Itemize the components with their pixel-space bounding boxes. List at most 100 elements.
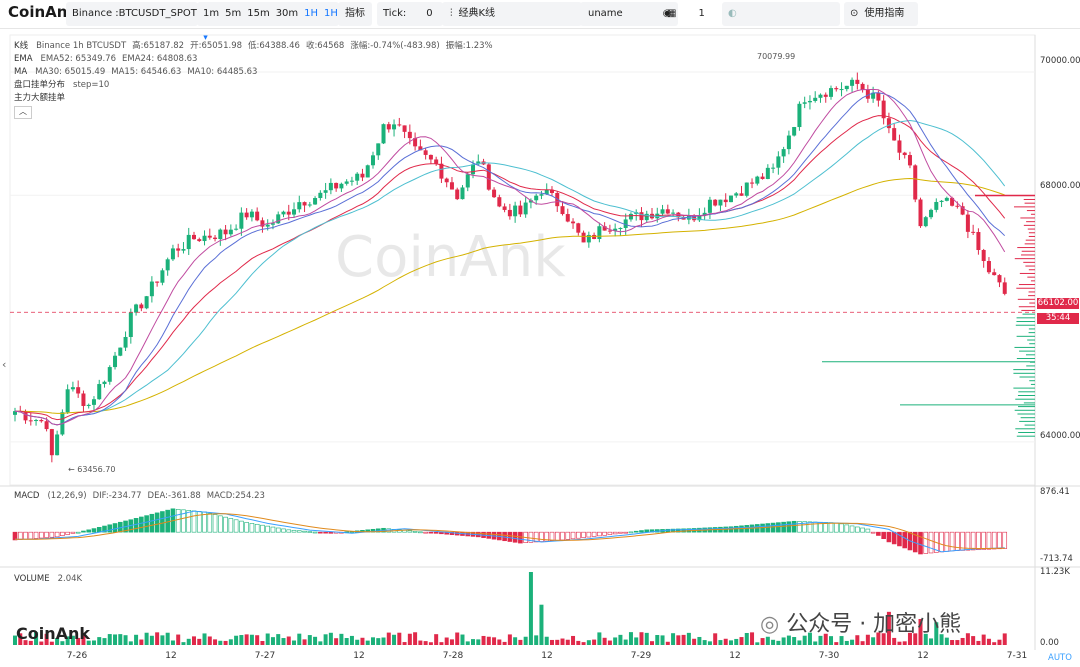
macd-bar [618, 531, 623, 534]
ema24-line [15, 115, 1006, 421]
candle-body [702, 212, 707, 216]
macd-bar [54, 531, 60, 538]
scroll-left-icon[interactable]: ‹ [2, 358, 7, 371]
macd-bar [897, 531, 902, 547]
symbol-selector[interactable]: Binance :BTCUSDT_SPOT [66, 2, 198, 26]
interval-1h[interactable]: 1H [304, 8, 319, 19]
interval-5m[interactable]: 5m [225, 8, 242, 19]
toggle-icon: ◐ [728, 8, 737, 19]
candle-body [486, 164, 491, 190]
volume-bar [944, 637, 949, 645]
candle-body [107, 367, 112, 382]
volume-bar [502, 641, 507, 645]
depth-bar [1029, 380, 1035, 382]
volume-bar [360, 637, 365, 645]
volume-bar [223, 640, 228, 645]
ema-legend: EMA EMA52: 65349.76 EMA24: 64808.63 [14, 54, 198, 64]
candle-body [839, 89, 844, 91]
depth-bar [1021, 309, 1035, 311]
volume-bar [776, 640, 781, 645]
macd-bar [902, 531, 908, 549]
volume-bar [302, 639, 307, 645]
candle-body [328, 182, 333, 191]
macd-bar [539, 531, 544, 542]
macd-bar [676, 528, 681, 533]
app-logo[interactable]: CoinAnk [8, 3, 78, 21]
active-interval-dropdown[interactable]: 1H ▾ [203, 8, 338, 43]
volume-bar [244, 634, 249, 645]
volume-bar [818, 635, 823, 645]
candle-body [460, 187, 465, 200]
help-button[interactable]: ⊙ 使用指南 [844, 2, 918, 26]
candle-body [607, 230, 612, 232]
indicators-button[interactable]: 指标 [338, 2, 372, 26]
tick-control[interactable]: Tick: 0 [377, 2, 443, 26]
interval-1m[interactable]: 1m [203, 8, 220, 19]
volume-bar [618, 634, 623, 645]
help-icon: ⊙ [850, 8, 859, 19]
volume-bar [181, 642, 186, 645]
macd-bar [49, 531, 55, 538]
macd-bar [218, 515, 223, 533]
volume-bar [739, 637, 744, 645]
candle-body [302, 202, 307, 206]
macd-bar [144, 515, 149, 533]
volume-bar [760, 638, 765, 645]
macd-bar [60, 531, 65, 536]
volume-bar [392, 634, 397, 645]
candle-body [613, 228, 618, 231]
volume-bar [655, 635, 660, 645]
volume-bar [191, 636, 196, 645]
candle-body [39, 420, 44, 422]
eye-icon[interactable]: ◉ [656, 2, 678, 26]
candle-body [476, 161, 481, 165]
macd-bar [797, 521, 802, 533]
auto-scale-button[interactable]: AUTO [1048, 653, 1072, 663]
volume-bar [381, 637, 386, 645]
macd-bar [560, 531, 565, 541]
volume-bar [318, 641, 323, 645]
candle-body [202, 235, 207, 242]
depth-bar [1027, 228, 1035, 230]
volume-bar [418, 640, 423, 645]
volume-bar [650, 641, 655, 645]
macd-bar [265, 525, 270, 533]
volume-bar [692, 638, 697, 645]
volume-bar [234, 635, 239, 645]
macd-bar [865, 528, 871, 533]
depth-bar [1023, 224, 1035, 226]
candle-body [318, 192, 323, 199]
interval-15m[interactable]: 15m [247, 8, 270, 19]
candle-body [792, 127, 797, 136]
candle-body [897, 140, 902, 153]
candle-body [776, 156, 781, 168]
volume-bar [792, 637, 797, 645]
macd-bar [44, 531, 49, 538]
candle-body [865, 90, 870, 99]
kline-type-button[interactable]: ⫶ 经典K线 [442, 2, 582, 26]
candle-body [118, 347, 123, 356]
volume-bar [439, 642, 444, 645]
depth-bar [1016, 287, 1035, 289]
depth-bar [1016, 335, 1035, 337]
x-tick-label: 12 [917, 651, 929, 661]
toggle-switch[interactable]: ◐ [722, 2, 840, 26]
interval-30m[interactable]: 30m [275, 8, 299, 19]
layout-control[interactable]: ▦ 1 [667, 8, 705, 19]
depth-bar [1023, 261, 1035, 263]
user-menu[interactable]: uname [580, 2, 662, 26]
candle-body [855, 79, 860, 84]
candle-body [718, 199, 723, 206]
macd-bar [149, 513, 155, 533]
candle-body [571, 221, 576, 224]
macd-bar [776, 522, 781, 533]
candle-body [313, 198, 318, 205]
depth-bar [1019, 272, 1035, 274]
volume-bar [560, 638, 565, 645]
candle-body [871, 92, 876, 99]
volume-bar [23, 640, 28, 645]
x-tick-label: 7-30 [818, 651, 840, 661]
collapse-icon[interactable]: ︿ [14, 106, 32, 119]
volume-bar [218, 640, 223, 645]
